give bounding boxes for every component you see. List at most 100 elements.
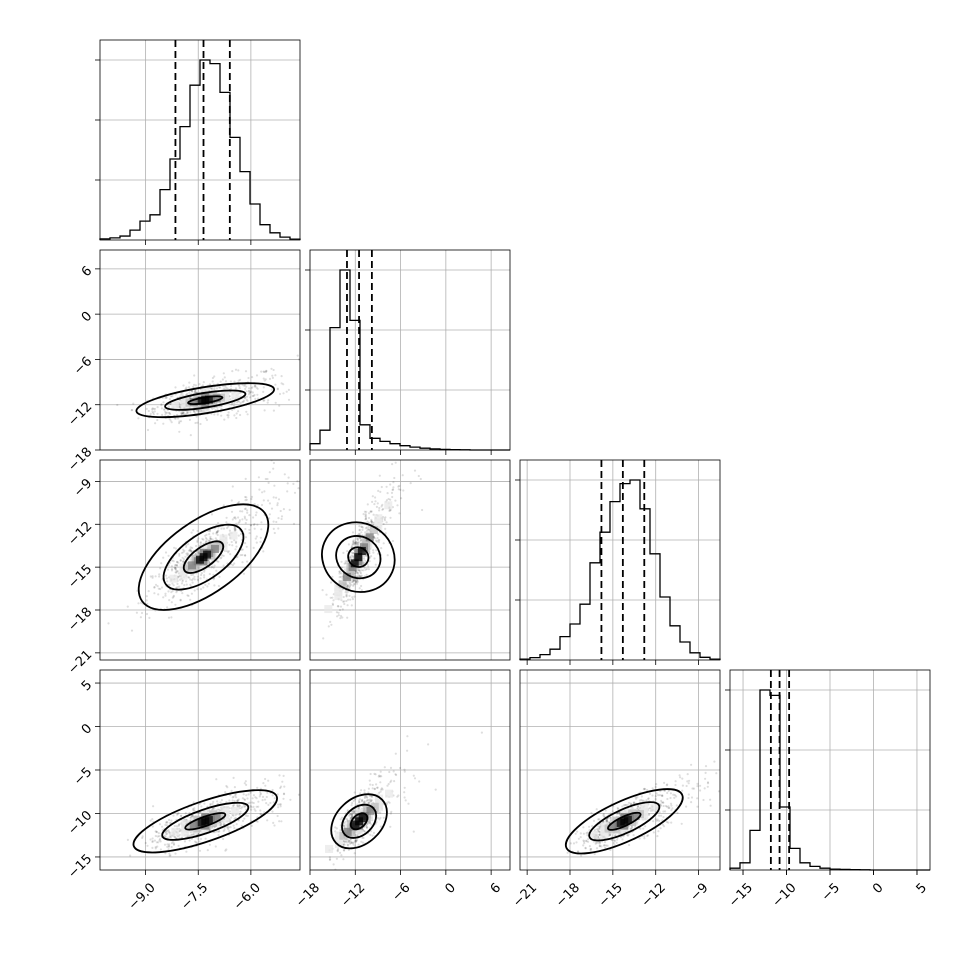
scatter-point: [340, 560, 343, 563]
scatter-point: [192, 801, 195, 804]
scatter-point: [280, 382, 283, 385]
scatter-point: [379, 825, 382, 828]
scatter-point: [190, 531, 193, 534]
scatter-point: [379, 770, 382, 773]
scatter-point: [131, 408, 134, 412]
scatter-point: [639, 827, 642, 830]
scatter-point: [233, 516, 236, 519]
density-cell: [201, 404, 210, 413]
scatter-point: [254, 384, 257, 387]
scatter-point: [244, 499, 247, 502]
scatter-point: [667, 806, 670, 810]
scatter-point: [648, 792, 652, 796]
scatter-point: [270, 367, 273, 370]
scatter-point: [287, 398, 291, 401]
density-cell: [171, 827, 180, 836]
scatter-point: [630, 826, 634, 829]
scatter-point: [268, 513, 271, 516]
scatter-point: [350, 583, 353, 586]
scatter-point: [643, 837, 646, 840]
scatter-point: [247, 393, 251, 396]
scatter-point: [400, 497, 403, 500]
scatter-point: [661, 794, 664, 797]
scatter-point: [268, 377, 272, 380]
scatter-point: [370, 799, 373, 802]
scatter-point: [660, 799, 663, 803]
scatter-point: [374, 563, 377, 566]
density-cell: [335, 835, 344, 844]
scatter-point: [349, 817, 352, 820]
scatter-point: [135, 611, 138, 614]
density-cell: [188, 561, 197, 570]
panel-content: [310, 670, 510, 870]
scatter-point: [403, 796, 406, 799]
scatter-point: [329, 581, 333, 584]
scatter-point: [255, 374, 259, 377]
scatter-point: [172, 841, 175, 844]
scatter-point: [271, 794, 274, 797]
scatter-point: [228, 810, 231, 813]
scatter-point: [389, 508, 392, 511]
scatter-point: [192, 385, 195, 388]
scatter-point: [196, 529, 199, 533]
scatter-point: [243, 805, 246, 808]
scatter-point: [245, 545, 248, 548]
scatter-point: [170, 845, 173, 849]
scatter-point: [216, 560, 219, 563]
scatter-point: [162, 556, 165, 559]
scatter-point: [194, 384, 197, 387]
scatter-point: [344, 562, 347, 565]
x-tick-label: −12: [639, 880, 669, 910]
scatter-point: [413, 777, 417, 780]
scatter-point: [364, 802, 367, 805]
scatter-point: [197, 409, 200, 412]
scatter-point: [604, 846, 607, 850]
density-cell: [343, 827, 352, 836]
density-cell: [221, 397, 230, 406]
scatter-point: [626, 834, 630, 837]
scatter-point: [236, 799, 239, 802]
scatter-point: [181, 412, 184, 415]
scatter-point: [206, 585, 209, 588]
scatter-point: [154, 834, 157, 838]
scatter-point: [152, 407, 155, 411]
scatter-point: [385, 499, 388, 502]
density-cell: [221, 814, 230, 823]
scatter-point: [227, 551, 230, 554]
density-cell: [375, 794, 384, 803]
scatter-point: [624, 803, 627, 807]
scatter-point: [185, 386, 188, 389]
scatter-point: [191, 579, 194, 582]
scatter-point: [173, 835, 176, 838]
scatter-point: [336, 849, 339, 852]
scatter-point: [174, 837, 177, 840]
scatter-point: [155, 830, 158, 834]
scatter-point: [242, 572, 246, 575]
scatter-point: [609, 848, 612, 852]
scatter-point: [165, 411, 169, 414]
scatter-point: [378, 506, 381, 510]
scatter-point: [343, 822, 346, 825]
scatter-point: [385, 447, 387, 449]
scatter-point: [687, 793, 690, 796]
scatter-point: [362, 561, 365, 564]
scatter-point: [642, 788, 646, 791]
scatter-point: [574, 832, 577, 835]
scatter-point: [224, 385, 227, 388]
scatter-point: [186, 594, 189, 597]
scatter-point: [259, 540, 262, 544]
scatter-point: [144, 841, 147, 845]
scatter-point: [352, 541, 355, 544]
scatter-point: [177, 824, 180, 828]
density-cell: [366, 806, 375, 815]
scatter-point: [661, 801, 665, 804]
scatter-point: [173, 546, 176, 549]
scatter-point: [367, 568, 370, 571]
scatter-point: [212, 578, 215, 581]
scatter-point: [363, 830, 366, 833]
scatter-point: [358, 801, 361, 804]
scatter-point: [358, 569, 361, 572]
scatter-point: [146, 428, 150, 432]
scatter-point: [233, 527, 236, 530]
scatter-point: [197, 837, 200, 841]
